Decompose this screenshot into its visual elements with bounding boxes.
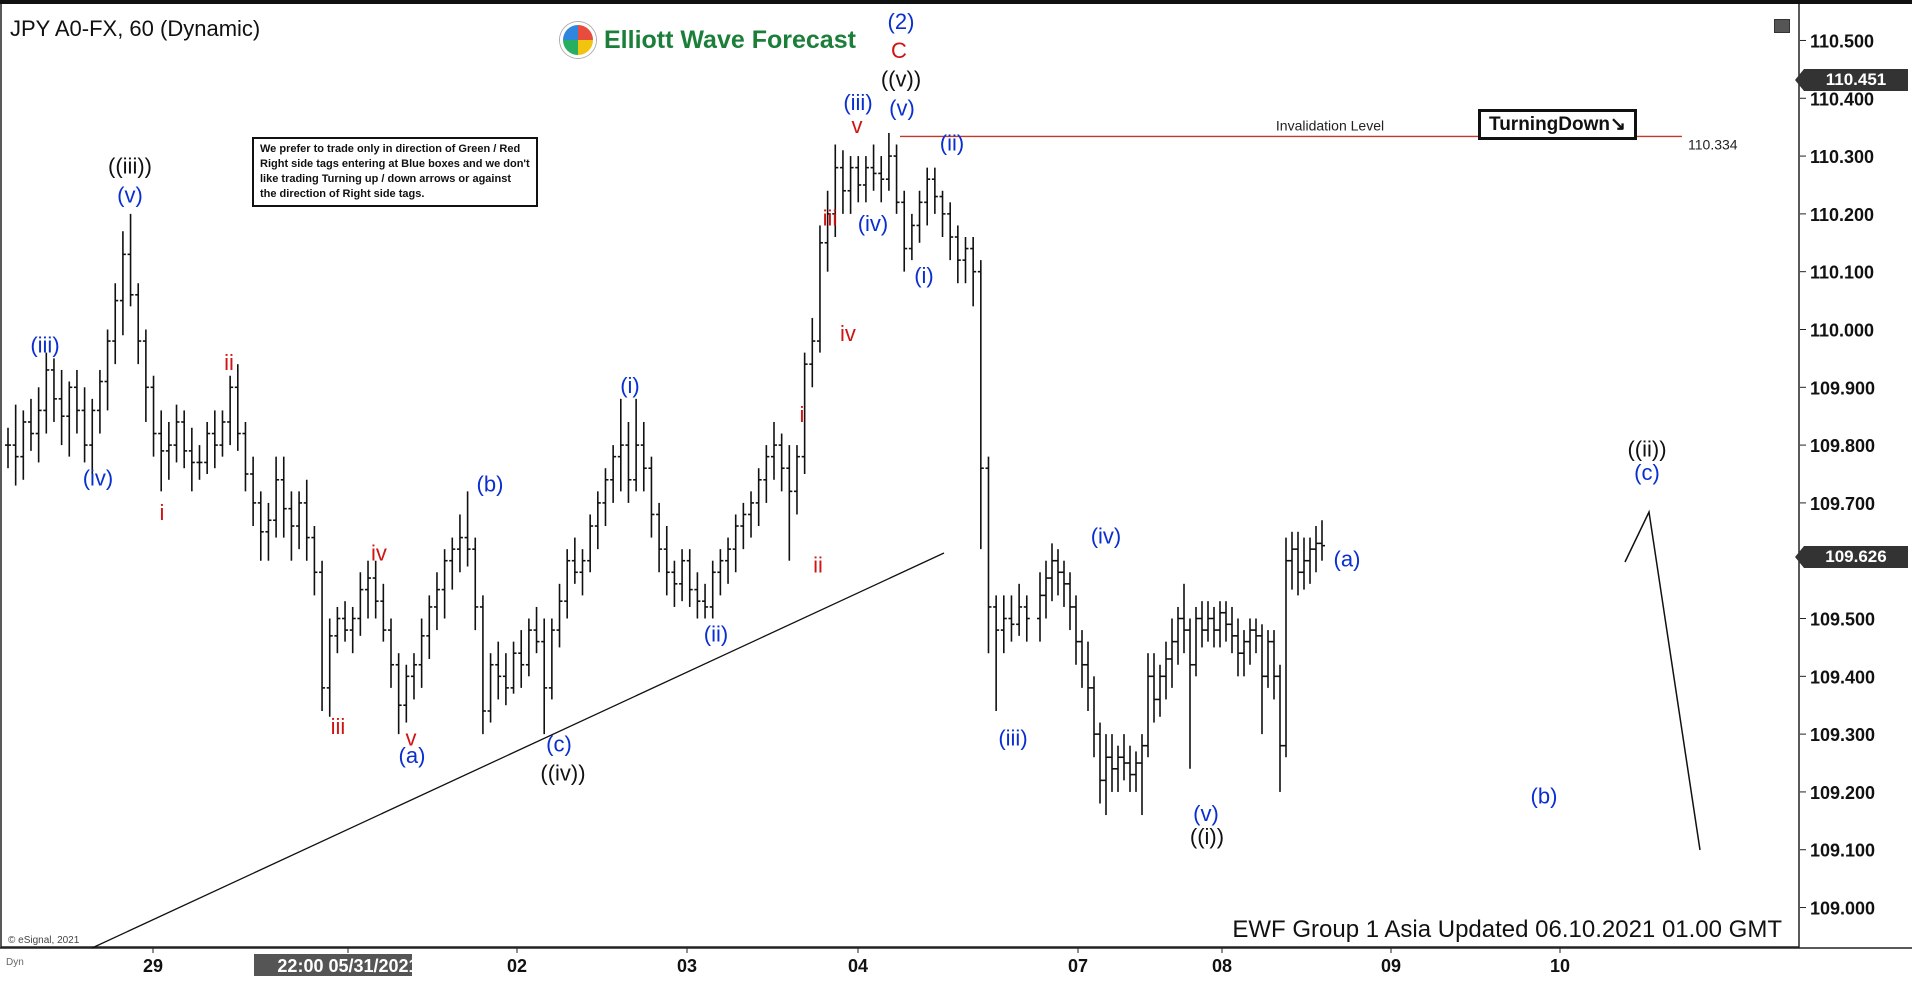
trading-note-box: We prefer to trade only in direction of … [252, 137, 538, 207]
x-tick-label: 03 [677, 956, 697, 976]
y-tick-label: 110.200 [1810, 205, 1874, 225]
y-tick-label: 109.500 [1810, 610, 1875, 630]
wave-label: iii [331, 714, 346, 739]
projection-path [1624, 509, 1701, 851]
wave-label: i [160, 500, 165, 525]
wave-label: ii [813, 552, 823, 577]
y-tick-label: 109.800 [1810, 436, 1875, 456]
wave-label: C [891, 38, 907, 63]
wave-label: i [800, 402, 805, 427]
logo-globe-icon [560, 22, 596, 58]
invalidation-value: 110.334 [1688, 136, 1738, 152]
x-tick-label: 04 [848, 956, 868, 976]
wave-label: (ii) [940, 130, 964, 155]
last-price-tag: 109.626 [1795, 546, 1908, 568]
y-tick-label: 109.000 [1810, 899, 1875, 919]
y-tick-label: 109.400 [1810, 667, 1875, 687]
x-tick-label-bg [254, 954, 412, 976]
wave-label: v [852, 113, 863, 138]
top-border [0, 0, 1912, 4]
y-tick-label: 109.200 [1810, 783, 1875, 803]
wave-label: ((ii)) [1627, 437, 1666, 462]
y-tick-label: 109.700 [1810, 494, 1875, 514]
y-tick-label: 110.000 [1810, 320, 1874, 340]
wave-label: (a) [1334, 546, 1361, 571]
esignal-credit: © eSignal, 2021 [8, 935, 80, 946]
y-tick-label: 110.100 [1810, 263, 1874, 283]
wave-label: ((iv)) [540, 760, 585, 785]
wave-label: ((i)) [1190, 824, 1224, 849]
wave-label: (v) [889, 96, 915, 121]
x-tick-label: 22:00 05/31/2021 [277, 956, 418, 976]
wave-label: (iv) [858, 211, 889, 236]
wave-label: (b) [477, 471, 504, 496]
y-tick-label: 110.300 [1810, 147, 1874, 167]
current-price-tag: 110.451 [1795, 69, 1908, 91]
x-tick-label: 02 [507, 956, 527, 976]
y-tick-label: 109.300 [1810, 725, 1875, 745]
symbol-title: JPY A0-FX, 60 (Dynamic) [10, 16, 261, 41]
wave-label: iv [840, 321, 856, 346]
wave-label: (iv) [1091, 523, 1122, 548]
wave-label: (c) [546, 731, 572, 756]
dyn-marker: Dyn [6, 957, 24, 968]
x-tick-label: 10 [1550, 956, 1570, 976]
x-tick-label: 08 [1212, 956, 1232, 976]
wave-label: iii [823, 205, 838, 230]
brand-logo: Elliott Wave Forecast [560, 22, 856, 58]
invalidation-label: Invalidation Level [1276, 117, 1384, 133]
wave-label: (iv) [83, 466, 114, 491]
y-tick-label: 109.900 [1810, 378, 1875, 398]
wave-label: ii [224, 350, 234, 375]
wave-label: (2) [888, 9, 915, 34]
wave-label: (v) [117, 182, 143, 207]
wave-label: (a) [399, 743, 426, 768]
wave-label: (v) [1193, 801, 1219, 826]
wave-label: iv [371, 541, 387, 566]
wave-label: (b) [1531, 783, 1558, 808]
wave-label: (i) [620, 373, 640, 398]
wave-label: (ii) [704, 622, 728, 647]
x-tick-label: 07 [1068, 956, 1088, 976]
wave-label: (iii) [998, 726, 1027, 751]
y-tick-label: 109.100 [1810, 841, 1875, 861]
y-tick-label: 110.500 [1810, 31, 1874, 51]
wave-label: (i) [914, 263, 934, 288]
support-trendline [91, 552, 945, 949]
wave-label: (iii) [843, 90, 872, 115]
update-footer: EWF Group 1 Asia Updated 06.10.2021 01.0… [1232, 916, 1782, 944]
chart-restore-icon[interactable] [1774, 19, 1790, 33]
x-tick-label: 29 [143, 956, 163, 976]
y-tick-label: 110.400 [1810, 89, 1874, 109]
x-tick-label: 09 [1381, 956, 1401, 976]
wave-label: ((v)) [881, 67, 921, 92]
wave-label: ((iii)) [108, 153, 152, 178]
wave-label: v [406, 726, 417, 751]
wave-label: (iii) [30, 333, 59, 358]
turning-down-badge: TurningDown↘ [1478, 109, 1637, 140]
wave-label: (c) [1634, 460, 1660, 485]
logo-text: Elliott Wave Forecast [604, 25, 856, 54]
